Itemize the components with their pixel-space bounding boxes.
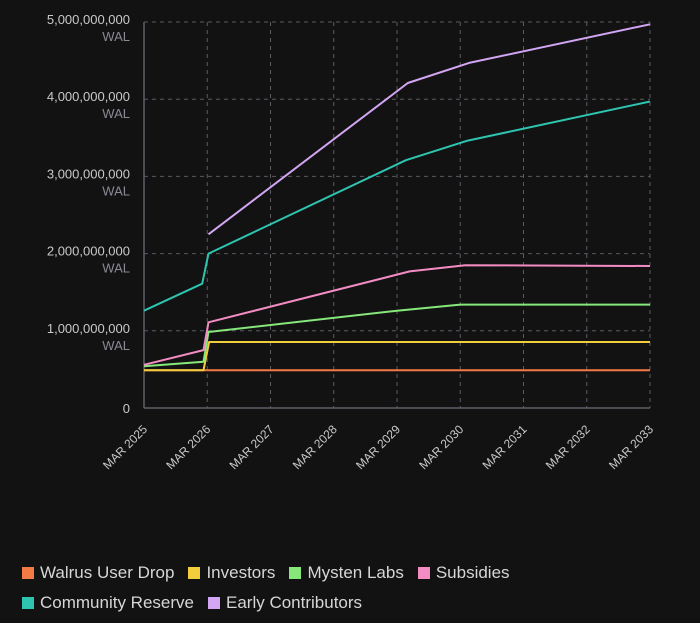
y-tick-unit: WAL — [102, 261, 130, 276]
legend-row: Walrus User Drop Investors Mysten Labs S… — [22, 558, 682, 588]
x-tick-label: MAR 2027 — [227, 422, 277, 472]
y-tick-label: 1,000,000,000 — [47, 321, 130, 336]
legend: Walrus User Drop Investors Mysten Labs S… — [22, 558, 682, 618]
series-lines — [143, 23, 651, 372]
y-tick-label: 2,000,000,000 — [47, 244, 130, 259]
x-tick-label: MAR 2028 — [290, 422, 340, 472]
legend-swatch — [208, 597, 220, 609]
legend-label: Early Contributors — [226, 593, 363, 612]
x-tick-label: MAR 2026 — [163, 422, 213, 472]
y-tick-unit: WAL — [102, 183, 130, 198]
x-tick-label: MAR 2033 — [606, 422, 656, 472]
legend-item-community-reserve[interactable]: Community Reserve — [22, 593, 194, 613]
y-tick-unit: WAL — [102, 29, 130, 44]
x-tick-label: MAR 2032 — [543, 422, 593, 472]
legend-item-early-contributors[interactable]: Early Contributors — [208, 593, 362, 613]
legend-swatch — [289, 567, 302, 579]
legend-item-walrus-user-drop[interactable]: Walrus User Drop — [22, 563, 174, 583]
legend-label: Investors — [206, 563, 276, 582]
legend-swatch — [188, 567, 201, 579]
line-chart: 0 1,000,000,000 WAL 2,000,000,000 WAL 3,000,0… — [47, 12, 656, 472]
axes — [143, 22, 650, 409]
legend-label: Mysten Labs — [307, 563, 404, 582]
x-tick-label: MAR 2025 — [100, 422, 150, 472]
legend-item-investors[interactable]: Investors — [188, 563, 275, 583]
x-tick-label: MAR 2029 — [353, 422, 403, 472]
legend-swatch — [22, 567, 34, 579]
series-line-community-reserve — [143, 100, 651, 312]
grid — [144, 21, 651, 408]
series-line-early-contributors — [207, 23, 651, 236]
y-tick-unit: WAL — [102, 106, 130, 121]
y-tick-label: 3,000,000,000 — [47, 166, 130, 181]
legend-row: Community Reserve Early Contributors — [22, 588, 682, 618]
series-line-subsidies — [143, 264, 651, 366]
y-tick-label: 4,000,000,000 — [47, 89, 130, 104]
legend-item-mysten-labs[interactable]: Mysten Labs — [289, 563, 404, 583]
legend-label: Subsidies — [435, 563, 510, 582]
x-tick-label: MAR 2031 — [480, 422, 530, 472]
legend-swatch — [22, 597, 34, 609]
x-tick-label: MAR 2030 — [416, 422, 466, 472]
series-line-mysten-labs — [143, 303, 650, 368]
y-tick-unit: WAL — [102, 338, 130, 353]
legend-label: Walrus User Drop — [40, 563, 175, 582]
series-line-investors — [144, 341, 650, 372]
x-axis-ticks: MAR 2025 MAR 2026 MAR 2027 MAR 2028 MAR 2029… — [100, 422, 656, 472]
y-tick-label: 0 — [123, 401, 130, 416]
y-tick-label: 5,000,000,000 — [47, 12, 130, 27]
legend-swatch — [417, 567, 430, 579]
legend-label: Community Reserve — [40, 593, 194, 612]
y-axis-ticks: 0 1,000,000,000 WAL 2,000,000,000 WAL 3,000,0… — [47, 12, 130, 416]
legend-item-subsidies[interactable]: Subsidies — [417, 563, 510, 583]
